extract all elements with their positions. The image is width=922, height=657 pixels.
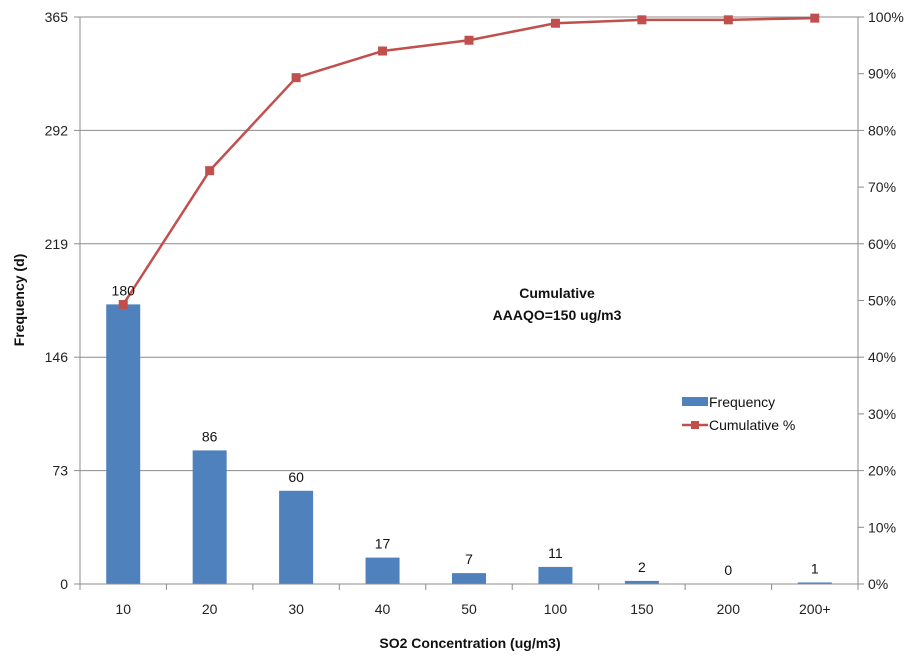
y2-tick-label-6: 60% bbox=[868, 236, 896, 252]
bar-label-30: 60 bbox=[288, 469, 304, 485]
bar-10 bbox=[106, 304, 141, 584]
x-axis-title: SO2 Concentration (ug/m3) bbox=[379, 635, 560, 651]
gridlines bbox=[80, 16, 858, 472]
x-tick-label-10: 10 bbox=[115, 601, 131, 617]
cumulative-point-100 bbox=[550, 18, 560, 28]
bar-label-200+: 1 bbox=[811, 560, 819, 576]
frequency-bars bbox=[106, 304, 832, 584]
y2-tick-label-2: 20% bbox=[868, 463, 896, 479]
y2-tick-label-8: 80% bbox=[868, 122, 896, 138]
bar-label-200: 0 bbox=[724, 562, 732, 578]
cumulative-point-150 bbox=[637, 15, 647, 25]
cumulative-point-30 bbox=[291, 73, 301, 83]
y2-tick-label-10: 100% bbox=[868, 9, 904, 25]
y2-tick-label-1: 10% bbox=[868, 519, 896, 535]
y2-tick-label-0: 0% bbox=[868, 576, 888, 592]
x-tick-label-100: 100 bbox=[544, 601, 568, 617]
bar-label-40: 17 bbox=[375, 536, 391, 552]
axes: 0 73 146 219 292 365 0% 10% 20% 30% 40% 50% 60% 70% 80… bbox=[45, 9, 904, 617]
bar-150 bbox=[624, 580, 659, 584]
y-tick-label-73: 73 bbox=[52, 463, 68, 479]
x-tick-label-150: 150 bbox=[630, 601, 654, 617]
cumulative-point-40 bbox=[378, 46, 388, 56]
bar-label-10: 180 bbox=[112, 282, 136, 298]
x-tick-label-20: 20 bbox=[202, 601, 218, 617]
bar-40 bbox=[365, 557, 400, 584]
annotation-line-2: AAAQO=150 ug/m3 bbox=[493, 307, 622, 323]
y-tick-label-365: 365 bbox=[45, 9, 69, 25]
bar-20 bbox=[192, 450, 227, 584]
y-tick-label-219: 219 bbox=[45, 236, 69, 252]
cumulative-point-200+ bbox=[810, 13, 820, 23]
bar-100 bbox=[538, 566, 573, 584]
legend-label-frequency: Frequency bbox=[709, 394, 775, 410]
legend-swatch-frequency bbox=[682, 397, 708, 406]
x-tick-label-200: 200 bbox=[717, 601, 741, 617]
x-tick-label-50: 50 bbox=[461, 601, 477, 617]
y-axis-title: Frequency (d) bbox=[11, 254, 27, 347]
x-tick-label-40: 40 bbox=[375, 601, 391, 617]
y2-tick-label-3: 30% bbox=[868, 406, 896, 422]
cumulative-point-200 bbox=[723, 15, 733, 25]
bar-50 bbox=[452, 573, 486, 584]
bar-label-20: 86 bbox=[202, 428, 218, 444]
cumulative-point-50 bbox=[464, 35, 474, 45]
y2-tick-label-7: 70% bbox=[868, 179, 896, 195]
y-tick-label-292: 292 bbox=[45, 122, 69, 138]
annotation-line-1: Cumulative bbox=[519, 285, 595, 301]
y-tick-label-146: 146 bbox=[45, 349, 69, 365]
bar-30 bbox=[279, 490, 314, 584]
y2-tick-label-5: 50% bbox=[868, 293, 896, 309]
legend-label-cumulative: Cumulative % bbox=[709, 417, 795, 433]
cumulative-point-10 bbox=[118, 299, 128, 309]
cumulative-polyline bbox=[122, 16, 815, 306]
bar-200+ bbox=[797, 582, 832, 584]
bar-label-100: 11 bbox=[548, 545, 563, 561]
y2-tick-label-9: 90% bbox=[868, 66, 896, 82]
x-tick-label-200+: 200+ bbox=[799, 601, 831, 617]
data-labels: 180 86 60 17 7 11 2 0 1 bbox=[112, 282, 819, 578]
legend: Frequency Cumulative % bbox=[682, 394, 795, 433]
legend-marker-cumulative bbox=[691, 421, 699, 429]
y-tick-label-0: 0 bbox=[60, 576, 68, 592]
y2-tick-label-4: 40% bbox=[868, 349, 896, 365]
bar-label-150: 2 bbox=[638, 559, 646, 575]
x-tick-label-30: 30 bbox=[288, 601, 304, 617]
bar-label-50: 7 bbox=[465, 551, 473, 567]
cumulative-line bbox=[118, 13, 820, 309]
cumulative-point-20 bbox=[205, 166, 215, 176]
